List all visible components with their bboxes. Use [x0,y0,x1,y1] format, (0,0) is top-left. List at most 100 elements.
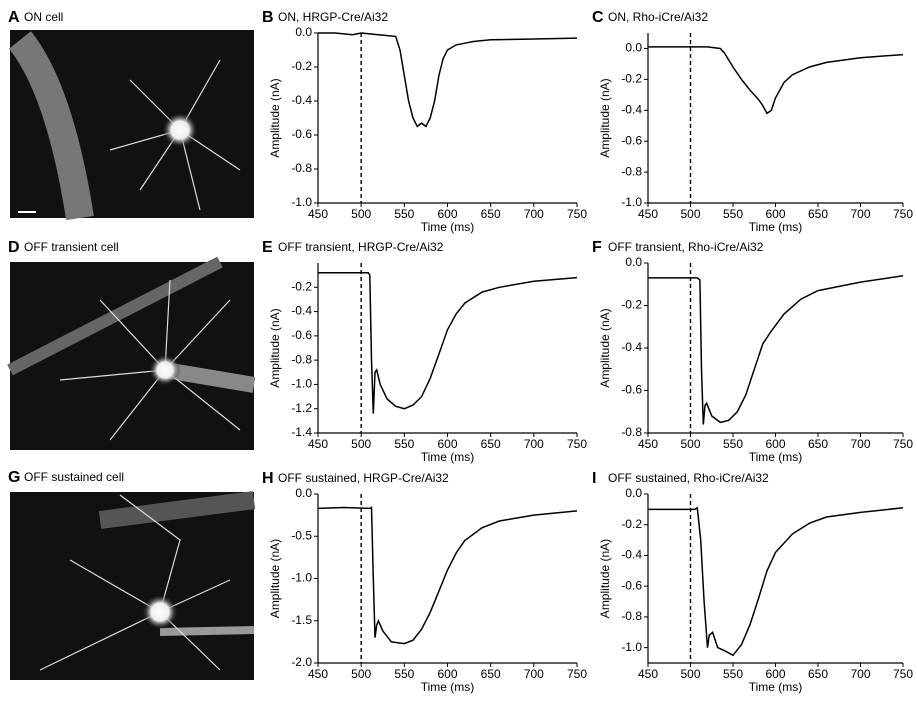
y-tick-label: -1.0 [621,195,642,209]
panel-letter: G [8,469,20,486]
chart: F OFF transient, Rho-iCre/Ai32 -0.8 -0.6 -0.… [592,239,913,464]
panel-letter: E [262,239,273,256]
y-tick-label: -1.0 [291,571,312,585]
dendrites [39,494,231,671]
y-axis-label: Amplitude (nA) [598,539,612,618]
trace [318,271,578,414]
x-tick-label: 450 [308,207,328,221]
x-tick-label: 500 [351,437,371,451]
panel-letter: D [8,239,20,256]
vessel [8,31,94,221]
y-tick-label: -0.6 [291,127,312,141]
x-tick-label: 500 [680,207,700,221]
x-tick-label: 550 [394,437,414,451]
x-tick-label: 450 [638,667,658,681]
y-tick-label: -1.0 [291,195,312,209]
panel-letter: I [592,470,596,487]
x-tick-label: 600 [765,437,785,451]
y-tick-label: 0.0 [295,25,312,39]
x-axis-label: Time (ms) [421,450,475,464]
y-tick-label: -1.4 [291,425,312,439]
trace [318,32,578,128]
x-tick-label: 450 [638,437,658,451]
image-panel: A ON cell [8,9,254,221]
x-tick-label: 450 [308,667,328,681]
x-tick-label: 750 [567,667,587,681]
chart-title: OFF sustained, Rho-iCre/Ai32 [608,471,769,485]
chart-title: OFF sustained, HRGP-Cre/Ai32 [278,471,449,485]
x-tick-label: 700 [524,207,544,221]
x-tick-label: 750 [893,667,913,681]
chart: E OFF transient, HRGP-Cre/Ai32 -1.4 -1.2 -1.… [262,239,587,464]
y-tick-label: -0.2 [621,517,642,531]
y-tick-label: -0.6 [621,383,642,397]
y-tick-label: -0.6 [621,578,642,592]
electrode [159,626,255,636]
panel-letter: A [8,9,20,26]
x-axis-label: Time (ms) [749,220,803,234]
soma [142,594,178,630]
x-tick-label: 650 [808,667,828,681]
y-tick-label: -0.6 [621,133,642,147]
x-tick-label: 550 [394,667,414,681]
trace [648,275,904,425]
x-tick-label: 700 [850,667,870,681]
trace [317,506,578,645]
x-tick-label: 550 [723,437,743,451]
x-tick-label: 700 [850,207,870,221]
x-tick-label: 600 [437,667,457,681]
image-panel: D OFF transient cell [7,239,256,450]
y-axis-label: Amplitude (nA) [268,539,282,618]
x-tick-label: 750 [893,207,913,221]
y-tick-label: -0.8 [621,425,642,439]
x-axis-label: Time (ms) [421,220,475,234]
chart-title: ON, HRGP-Cre/Ai32 [278,10,388,24]
x-tick-label: 650 [808,437,828,451]
y-tick-label: -0.4 [621,548,642,562]
dendrites [59,279,241,441]
x-tick-label: 700 [850,437,870,451]
y-tick-label: -1.5 [291,613,312,627]
y-tick-label: -0.2 [621,72,642,86]
image-label: ON cell [24,10,63,24]
x-tick-label: 600 [765,207,785,221]
panel-letter: C [592,9,604,26]
x-tick-label: 650 [481,437,501,451]
y-tick-label: -0.6 [291,328,312,342]
x-tick-label: 600 [765,667,785,681]
x-tick-label: 600 [437,207,457,221]
y-tick-label: 0.0 [625,41,642,55]
dendrites [109,59,241,211]
x-tick-label: 500 [680,437,700,451]
x-axis-label: Time (ms) [749,680,803,694]
y-axis-label: Amplitude (nA) [268,78,282,157]
y-axis-label: Amplitude (nA) [598,308,612,387]
y-tick-label: -0.4 [621,340,642,354]
x-tick-label: 650 [481,667,501,681]
chart: H OFF sustained, HRGP-Cre/Ai32 -2.0 -1.5 -1.… [262,470,587,694]
micrograph [10,262,254,450]
x-tick-label: 550 [723,667,743,681]
trace [648,506,904,657]
x-tick-label: 500 [351,667,371,681]
x-tick-label: 550 [394,207,414,221]
y-tick-label: -0.2 [291,59,312,73]
x-tick-label: 750 [567,207,587,221]
y-tick-label: 0.0 [625,486,642,500]
x-tick-label: 500 [680,667,700,681]
y-axis-label: Amplitude (nA) [598,78,612,157]
soma [162,112,198,148]
y-tick-label: -1.0 [291,377,312,391]
y-tick-label: 0.0 [295,486,312,500]
y-tick-label: -0.5 [291,528,312,542]
panel-letter: H [262,470,274,487]
y-tick-label: -1.0 [621,640,642,654]
trace [648,46,904,115]
x-tick-label: 650 [808,207,828,221]
x-axis-label: Time (ms) [421,680,475,694]
image-panel: G OFF sustained cell [8,469,256,680]
image-label: OFF sustained cell [24,470,124,484]
soma [149,354,181,386]
x-tick-label: 750 [893,437,913,451]
chart-title: ON, Rho-iCre/Ai32 [608,10,708,24]
